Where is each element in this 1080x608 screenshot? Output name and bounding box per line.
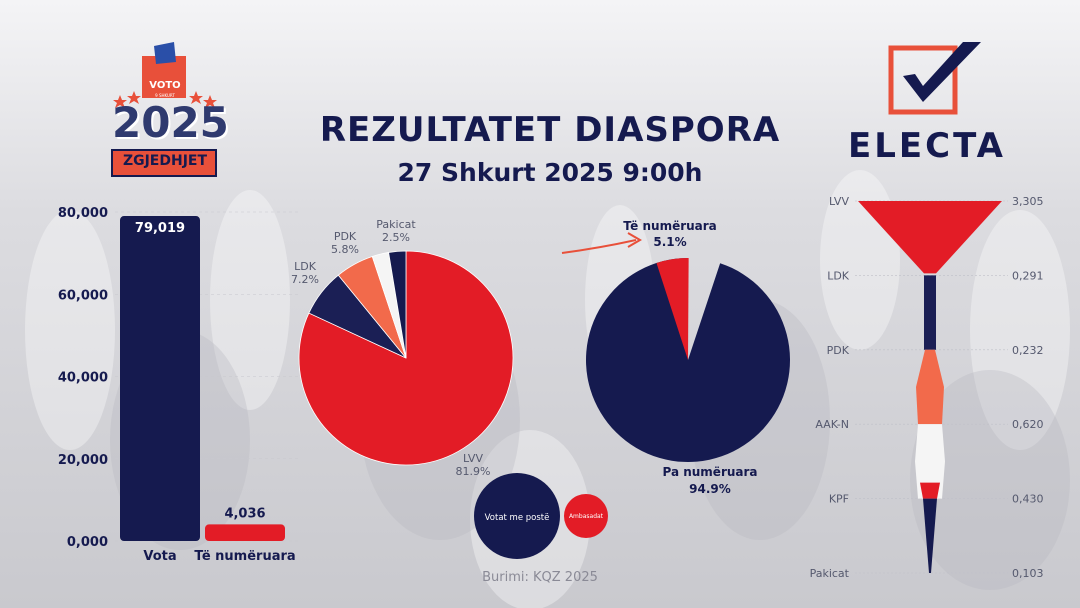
bubble-label: Votat me postë [485,513,550,523]
bubble-postal [474,473,560,559]
pie1-label: LVV [463,452,483,465]
bar-ytick-label: 40,000 [58,371,108,386]
funnel-segment-aak-n-lower [918,424,942,499]
bar-value-label: 79,019 [135,221,185,236]
funnel-category-label: LVV [829,195,849,208]
pie1-pct: 2.5% [382,231,410,244]
star-icon [113,95,127,108]
star-icon [127,91,141,104]
funnel-segment-lvv [858,201,1002,274]
funnel-category-label: LDK [827,269,850,282]
pie1-slice-other [388,250,407,359]
funnel-category-label: PDK [827,344,850,357]
pie2-label: Pa numëruara [662,465,757,479]
funnel-value-label: 0,291 [1012,269,1044,282]
electa-brand: ELECTA [848,126,1006,166]
bar-ytick-label: 80,000 [58,206,108,221]
bar-ytick-label: 20,000 [58,453,108,468]
pie1-pct: 81.9% [456,465,491,478]
pie1-label: Pakicat [376,218,416,231]
logo-banner-text: ZGJEDHJET [122,153,208,169]
funnel-value-label: 0,232 [1012,344,1044,357]
bar-category-label: Të numëruara [194,549,295,564]
arrow-icon [561,239,637,254]
zgjedhjet-logo [111,42,217,177]
pie1-label: LDK [294,260,317,273]
logo-year: 2025 [112,98,229,147]
funnel-value-label: 0,620 [1012,418,1044,431]
funnel-segment-kpf [920,482,940,499]
pie1-label: PDK [334,230,357,243]
funnel-value-label: 0,103 [1012,567,1044,580]
pie2-label: Të numëruara [623,219,717,233]
pie2-pct: 5.1% [653,235,686,249]
funnel-segment-pakicat [923,498,937,573]
bar-0 [120,216,200,541]
bar-ytick-label: 0,000 [67,535,108,550]
pie1-pct: 5.8% [331,243,359,256]
ballot-label: VOTO [149,80,181,91]
funnel-value-label: 3,305 [1012,195,1044,208]
funnel-segment-ldk [924,275,936,350]
funnel-category-label: Pakicat [810,567,850,580]
funnel-category-label: KPF [829,493,849,506]
source-note: Burimi: KQZ 2025 [482,570,598,585]
arrow-head-icon [627,232,642,248]
banner-shape [111,149,217,177]
bar-ytick-label: 60,000 [58,288,108,303]
funnel-category-label: AAK-N [815,418,849,431]
pie1-pct: 7.2% [291,273,319,286]
page-subtitle: 27 Shkurt 2025 9:00h [397,158,703,187]
pie2-slice-counted [656,258,689,360]
bar-1 [205,524,285,541]
funnel-segment-pdk [916,349,944,425]
funnel-value-label: 0,430 [1012,493,1044,506]
pie2-pct: 94.9% [689,482,731,496]
bar-value-label: 4,036 [224,506,265,521]
kosovo-flag-icon [154,42,176,64]
star-icon [203,95,217,108]
star-icon [189,91,203,104]
bubble-embassies [564,494,608,538]
bar-category-label: Vota [143,549,176,564]
pie2-slice-uncounted [585,258,790,463]
checkmark-box-icon [888,42,981,115]
page-title: REZULTATET DIASPORA [319,110,781,150]
ballot-sub-label: 9 SHKURT [155,93,175,98]
bubble-label: Ambasadat [569,513,604,520]
